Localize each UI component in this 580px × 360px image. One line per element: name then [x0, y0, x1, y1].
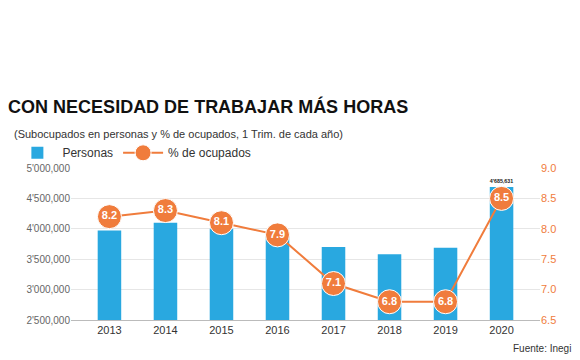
svg-text:7.0: 7.0 — [541, 283, 556, 295]
svg-text:7.9: 7.9 — [270, 228, 285, 240]
svg-text:2018: 2018 — [377, 324, 401, 336]
svg-text:6.5: 6.5 — [541, 314, 556, 326]
svg-text:8.5: 8.5 — [541, 192, 556, 204]
svg-text:2'500,000: 2'500,000 — [26, 315, 70, 326]
svg-text:Personas: Personas — [62, 146, 113, 160]
svg-text:CON NECESIDAD DE TRABAJAR MÁS: CON NECESIDAD DE TRABAJAR MÁS HORAS — [8, 96, 408, 117]
svg-text:8.2: 8.2 — [102, 209, 117, 221]
svg-text:2013: 2013 — [97, 324, 121, 336]
svg-text:9.0: 9.0 — [541, 162, 556, 174]
svg-text:5'000,000: 5'000,000 — [26, 163, 70, 174]
svg-text:4'000,000: 4'000,000 — [26, 223, 70, 234]
svg-text:2014: 2014 — [153, 324, 177, 336]
svg-text:2015: 2015 — [209, 324, 233, 336]
svg-text:7.1: 7.1 — [326, 276, 341, 288]
svg-text:7.5: 7.5 — [541, 253, 556, 265]
svg-text:8.0: 8.0 — [541, 223, 556, 235]
svg-text:4'685,631: 4'685,631 — [490, 178, 513, 184]
svg-text:4'500,000: 4'500,000 — [26, 193, 70, 204]
svg-text:(Subocupados en personas y % d: (Subocupados en personas y % de ocupados… — [14, 128, 343, 140]
svg-text:6.8: 6.8 — [438, 295, 453, 307]
svg-text:% de ocupados: % de ocupados — [168, 146, 251, 160]
svg-text:8.3: 8.3 — [158, 203, 173, 215]
svg-text:8.5: 8.5 — [494, 191, 509, 203]
svg-text:2016: 2016 — [265, 324, 289, 336]
svg-text:Fuente: Inegi: Fuente: Inegi — [513, 343, 571, 354]
svg-text:2019: 2019 — [433, 324, 457, 336]
svg-text:3'500,000: 3'500,000 — [26, 254, 70, 265]
svg-text:3'000,000: 3'000,000 — [26, 284, 70, 295]
svg-text:8.1: 8.1 — [214, 215, 229, 227]
svg-text:2017: 2017 — [321, 324, 345, 336]
svg-text:2020: 2020 — [489, 324, 513, 336]
svg-text:6.8: 6.8 — [382, 295, 397, 307]
